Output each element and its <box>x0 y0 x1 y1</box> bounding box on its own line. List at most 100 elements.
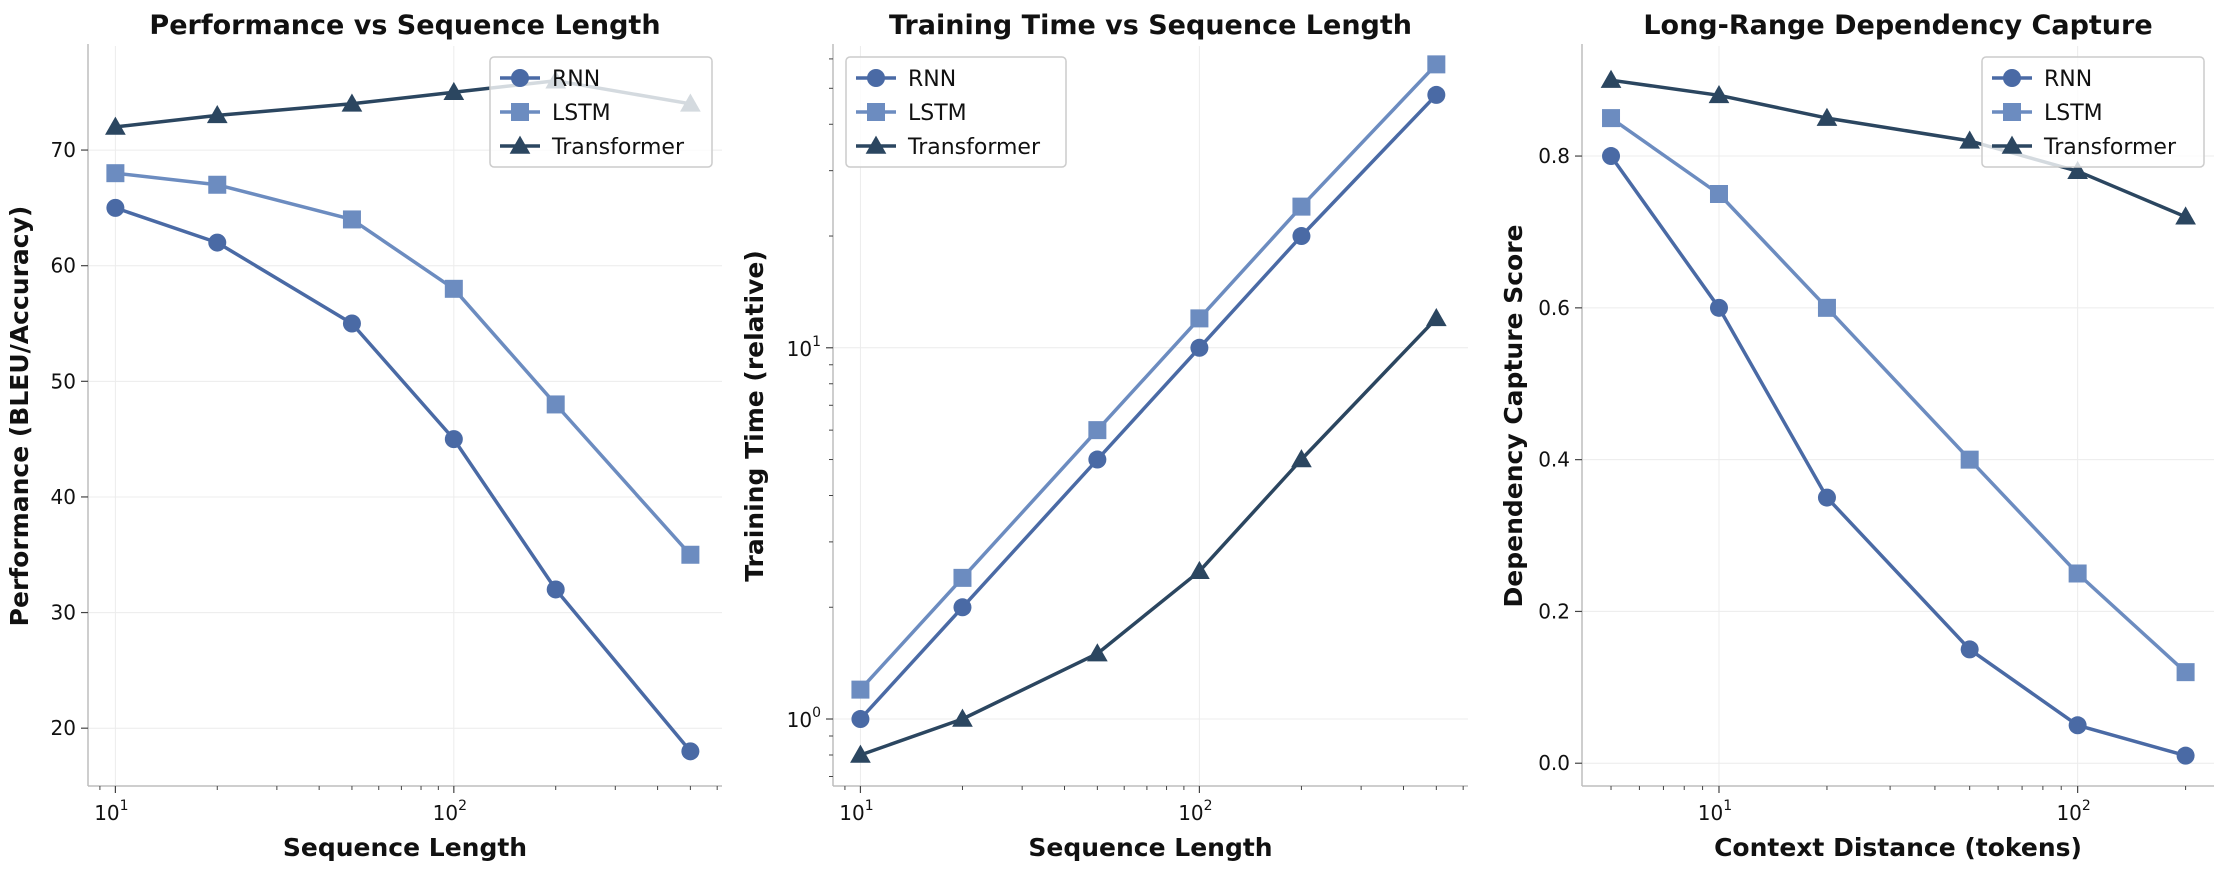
y-tick-label: 60 <box>51 254 76 278</box>
data-point <box>1427 55 1446 74</box>
data-point <box>1960 640 1979 659</box>
y-tick-label: 30 <box>51 601 76 625</box>
data-point <box>106 164 125 183</box>
series-lstm <box>1602 109 2195 682</box>
data-point <box>953 568 972 587</box>
x-axis-label: Sequence Length <box>1028 833 1272 862</box>
data-point <box>444 279 463 298</box>
x-axis-label: Sequence Length <box>283 833 527 862</box>
series-rnn <box>1602 147 2195 765</box>
legend-marker <box>865 135 887 154</box>
chart-panel-2: 101 102 100 101 Training Time vs Sequence Le… <box>740 10 1468 862</box>
legend-marker <box>2003 69 2021 87</box>
y-tick-label: 100 <box>787 705 821 732</box>
grid <box>1582 46 2214 786</box>
legend-label: Transformer <box>551 135 685 160</box>
x-tick-label: 102 <box>433 798 467 825</box>
data-point <box>681 742 700 761</box>
series-line <box>859 93 1438 721</box>
legend: RNN LSTM Transformer <box>489 56 713 168</box>
data-point <box>1709 185 1728 203</box>
data-point <box>1190 309 1209 328</box>
data-point <box>1959 130 1981 149</box>
data-point <box>546 580 565 599</box>
y-tick-label: 0.2 <box>1538 599 1570 623</box>
legend-marker <box>2001 135 2023 154</box>
legend-label: LSTM <box>2044 101 2103 126</box>
legend-label: LSTM <box>552 101 611 126</box>
y-tick-label: 101 <box>787 334 821 361</box>
data-point <box>1088 450 1107 469</box>
data-point <box>952 708 973 727</box>
legend-marker <box>2003 103 2021 121</box>
y-tick-label: 0.0 <box>1538 751 1570 775</box>
data-point <box>206 105 228 124</box>
legend-label: RNN <box>552 67 600 92</box>
chart-title: Performance vs Sequence Length <box>149 10 660 41</box>
data-point <box>851 680 870 699</box>
data-point <box>2067 160 2088 179</box>
y-axis-label: Training Time (relative) <box>740 250 769 582</box>
data-point <box>1190 338 1209 357</box>
y-axis-label: Dependency Capture Score <box>1499 225 1528 608</box>
legend-marker <box>509 135 531 154</box>
data-point <box>1292 197 1311 216</box>
chart-panel-1: 101 102 20 30 40 50 60 70 Performance vs Sequenc… <box>5 10 722 862</box>
legend-label: Transformer <box>2043 135 2177 160</box>
data-point <box>546 395 565 414</box>
data-point <box>106 198 125 217</box>
data-point <box>1600 69 1622 88</box>
data-point <box>1816 107 1838 126</box>
series-line <box>1609 155 2187 758</box>
legend-label: RNN <box>2044 67 2092 92</box>
data-point <box>1817 488 1836 507</box>
legend-label: LSTM <box>908 101 967 126</box>
data-point <box>2068 564 2087 583</box>
legend-marker <box>511 69 529 87</box>
data-point <box>444 430 463 449</box>
data-point <box>1602 147 1621 166</box>
chart-title: Long-Range Dependency Capture <box>1643 10 2152 41</box>
y-tick-label: 0.4 <box>1538 448 1570 472</box>
series-transformer <box>850 308 1447 763</box>
data-point <box>1292 227 1311 246</box>
x-tick-label: 102 <box>2056 798 2090 825</box>
series-rnn <box>851 85 1446 729</box>
x-tick-label: 101 <box>94 798 128 825</box>
legend: RNN LSTM Transformer <box>845 56 1067 168</box>
data-point <box>208 233 227 252</box>
data-point <box>1708 84 1730 104</box>
series-line <box>859 63 1438 691</box>
x-tick-label: 101 <box>1698 798 1732 825</box>
legend-label: Transformer <box>907 135 1041 160</box>
y-axis-label: Performance (BLEU/Accuracy) <box>5 206 34 627</box>
series-lstm <box>851 55 1446 699</box>
data-point <box>1427 85 1446 104</box>
data-point <box>208 175 227 194</box>
data-point <box>443 81 465 101</box>
series-lstm <box>106 164 700 564</box>
x-axis-label: Context Distance (tokens) <box>1714 833 2082 862</box>
y-tick-label: 0.6 <box>1538 296 1570 320</box>
series-line <box>114 206 692 753</box>
data-point <box>2176 663 2195 682</box>
data-point <box>953 598 972 617</box>
data-point <box>1602 109 1621 128</box>
data-point <box>105 116 126 135</box>
legend-label: RNN <box>908 67 956 92</box>
y-tick-label: 50 <box>51 369 76 393</box>
data-point <box>1709 298 1728 317</box>
data-point <box>1088 421 1107 440</box>
data-point <box>851 710 870 729</box>
legend: RNN LSTM Transformer <box>1981 56 2205 168</box>
data-point <box>1425 308 1447 327</box>
data-point <box>1189 560 1210 580</box>
series-line <box>1610 78 2187 219</box>
legend-marker <box>867 69 885 87</box>
data-point <box>341 93 363 112</box>
series-rnn <box>106 198 700 761</box>
series-line <box>859 317 1438 757</box>
y-tick-label: 70 <box>51 138 76 162</box>
series-line <box>115 171 692 556</box>
